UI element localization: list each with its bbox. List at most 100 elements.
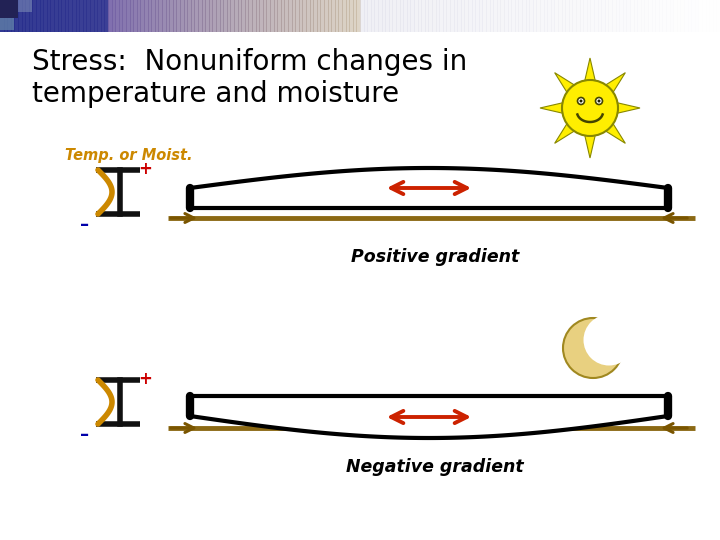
Bar (184, 0, 188, 32)
Bar (655, 0, 660, 32)
Text: Negative gradient: Negative gradient (346, 458, 524, 476)
Bar (194, 0, 199, 32)
Bar (0, 0, 18, 18)
Bar (173, 0, 177, 32)
Bar (580, 0, 584, 32)
Circle shape (598, 99, 600, 103)
Bar (630, 0, 634, 32)
Bar (72, 0, 76, 32)
Bar (284, 0, 289, 32)
Bar (292, 0, 296, 32)
Bar (288, 0, 292, 32)
Bar (454, 0, 458, 32)
Bar (342, 0, 346, 32)
Bar (76, 0, 80, 32)
Bar (328, 0, 332, 32)
Bar (230, 0, 235, 32)
Bar (688, 0, 692, 32)
Bar (515, 0, 519, 32)
Bar (353, 0, 357, 32)
Bar (443, 0, 447, 32)
Bar (414, 0, 418, 32)
Bar (558, 0, 562, 32)
Bar (270, 0, 274, 32)
Bar (216, 0, 220, 32)
Bar (7, 0, 12, 32)
Bar (14, 0, 19, 32)
Bar (673, 0, 678, 32)
Bar (130, 0, 134, 32)
Bar (256, 0, 260, 32)
Bar (198, 0, 202, 32)
Bar (277, 0, 282, 32)
Text: +: + (138, 370, 152, 388)
Bar (227, 0, 231, 32)
Bar (601, 0, 606, 32)
Bar (626, 0, 631, 32)
Bar (191, 0, 195, 32)
Bar (65, 0, 69, 32)
Bar (101, 0, 105, 32)
Bar (428, 0, 433, 32)
Bar (331, 0, 336, 32)
Bar (313, 0, 318, 32)
Bar (238, 0, 242, 32)
Bar (317, 0, 321, 32)
Bar (108, 0, 112, 32)
Text: Stress:  Nonuniform changes in: Stress: Nonuniform changes in (32, 48, 467, 76)
Bar (306, 0, 310, 32)
Bar (403, 0, 408, 32)
Bar (155, 0, 159, 32)
Bar (562, 0, 566, 32)
Bar (425, 0, 429, 32)
Bar (569, 0, 573, 32)
Circle shape (595, 98, 603, 105)
Bar (274, 0, 278, 32)
Bar (680, 0, 685, 32)
Text: temperature and moisture: temperature and moisture (32, 80, 399, 108)
Polygon shape (190, 396, 668, 438)
Bar (662, 0, 667, 32)
Bar (504, 0, 508, 32)
Bar (374, 0, 379, 32)
Bar (482, 0, 487, 32)
Polygon shape (554, 73, 576, 94)
Bar (400, 0, 404, 32)
Polygon shape (616, 102, 640, 114)
Bar (623, 0, 627, 32)
Bar (457, 0, 462, 32)
Bar (648, 0, 652, 32)
Bar (529, 0, 534, 32)
Bar (302, 0, 307, 32)
Bar (659, 0, 663, 32)
Bar (18, 0, 22, 32)
Circle shape (577, 98, 585, 105)
Polygon shape (604, 122, 626, 143)
Bar (540, 0, 544, 32)
Bar (212, 0, 217, 32)
Bar (551, 0, 555, 32)
Bar (418, 0, 422, 32)
Bar (310, 0, 314, 32)
Bar (583, 0, 588, 32)
Bar (259, 0, 264, 32)
Text: +: + (138, 160, 152, 178)
Bar (572, 0, 577, 32)
Bar (666, 0, 670, 32)
Bar (68, 0, 73, 32)
Bar (479, 0, 483, 32)
Bar (644, 0, 649, 32)
Bar (220, 0, 224, 32)
Bar (439, 0, 444, 32)
Bar (619, 0, 624, 32)
Bar (594, 0, 598, 32)
Bar (634, 0, 638, 32)
Bar (205, 0, 210, 32)
Bar (616, 0, 620, 32)
Polygon shape (190, 168, 668, 208)
Bar (691, 0, 696, 32)
Bar (698, 0, 703, 32)
Bar (335, 0, 339, 32)
Bar (670, 0, 674, 32)
Bar (162, 0, 166, 32)
